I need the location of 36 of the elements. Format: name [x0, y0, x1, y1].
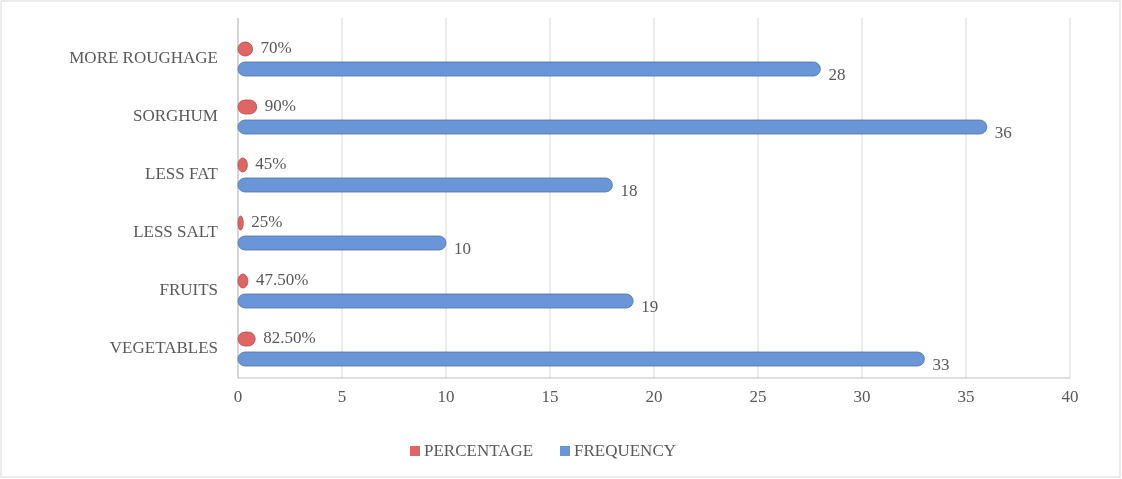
legend-label: PERCENTAGE — [424, 440, 534, 460]
x-tick-label: 30 — [853, 387, 871, 406]
legend-label: FREQUENCY — [574, 440, 677, 460]
data-label: 47.50% — [255, 269, 309, 289]
x-tick-label: 10 — [437, 387, 455, 406]
bar — [237, 235, 447, 251]
bar — [237, 61, 821, 77]
data-label: 45% — [255, 153, 287, 173]
x-tick-label: 0 — [233, 387, 243, 406]
x-tick-label: 20 — [645, 387, 663, 406]
data-label: 70% — [260, 37, 292, 57]
data-label: 25% — [251, 211, 283, 231]
data-label: 19 — [641, 296, 659, 316]
y-tick-label: SORGHUM — [132, 105, 218, 125]
data-label: 82.50% — [263, 327, 316, 347]
y-tick-label: VEGETABLES — [109, 337, 218, 357]
y-tick-label: LESS SALT — [133, 221, 219, 241]
x-tick-label: 15 — [541, 387, 559, 406]
x-tick-label: 35 — [957, 387, 975, 406]
bar — [237, 293, 634, 309]
y-tick-label: LESS FAT — [145, 163, 219, 183]
data-label: 33 — [932, 354, 950, 374]
x-tick-label: 40 — [1061, 387, 1079, 406]
bar — [237, 119, 988, 135]
data-label: 10 — [454, 238, 471, 258]
y-tick-label: FRUITS — [159, 279, 218, 299]
data-label: 28 — [828, 64, 846, 84]
data-label: 90% — [264, 95, 296, 115]
bar — [237, 351, 925, 367]
x-tick-label: 25 — [749, 387, 767, 406]
x-tick-label: 5 — [337, 387, 347, 406]
data-label: 36 — [994, 122, 1012, 142]
data-label: 18 — [620, 180, 638, 200]
bar — [237, 215, 244, 231]
y-tick-label: MORE ROUGHAGE — [69, 47, 218, 67]
bar — [237, 177, 613, 193]
